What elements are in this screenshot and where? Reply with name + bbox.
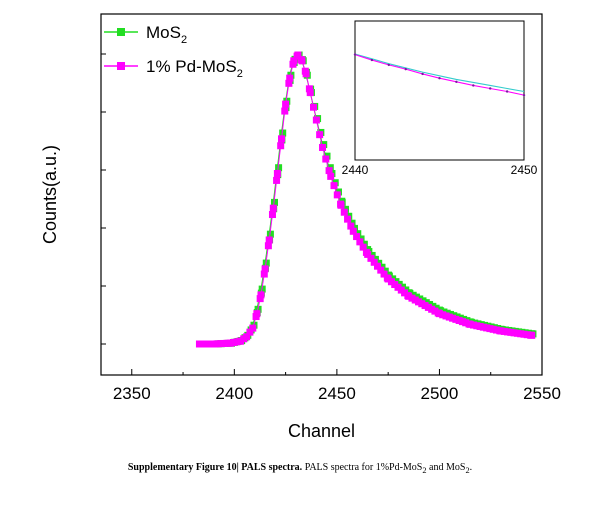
data-point bbox=[277, 142, 285, 150]
data-point bbox=[377, 266, 385, 274]
data-point bbox=[306, 89, 314, 97]
inset-x-tick-label: 2440 bbox=[342, 163, 369, 177]
data-point bbox=[264, 242, 272, 250]
data-point bbox=[347, 222, 355, 230]
inset-data-point bbox=[387, 63, 390, 67]
data-point bbox=[349, 227, 357, 235]
inset-data-point bbox=[505, 90, 509, 93]
data-point bbox=[340, 208, 348, 216]
caption-text-before: PALS spectra for 1%Pd-MoS bbox=[302, 462, 423, 473]
x-tick-label: 2450 bbox=[318, 384, 356, 403]
data-point bbox=[302, 70, 310, 78]
legend-label-base: 1% Pd-MoS bbox=[146, 57, 237, 76]
caption-text-middle: and MoS bbox=[426, 462, 466, 473]
data-point bbox=[273, 176, 281, 184]
data-point bbox=[265, 236, 273, 244]
data-point bbox=[275, 164, 283, 172]
inset-data-point bbox=[370, 58, 374, 62]
data-point bbox=[294, 51, 302, 59]
data-point bbox=[319, 143, 327, 151]
data-point bbox=[316, 131, 324, 139]
caption-text-end: . bbox=[469, 462, 473, 473]
inset-plot: 2440 2450 bbox=[342, 20, 538, 177]
data-point bbox=[268, 211, 276, 219]
data-point bbox=[256, 295, 264, 303]
data-point bbox=[356, 238, 364, 246]
data-point bbox=[344, 215, 352, 223]
inset-data-point bbox=[404, 67, 407, 71]
inset-data-point bbox=[455, 80, 458, 84]
x-axis-label: Channel bbox=[288, 421, 355, 441]
legend-marker bbox=[117, 62, 125, 70]
data-point bbox=[273, 169, 281, 177]
y-axis-label: Counts(a.u.) bbox=[40, 145, 60, 244]
x-tick-label: 2500 bbox=[421, 384, 459, 403]
data-point bbox=[353, 233, 361, 241]
data-point bbox=[279, 129, 287, 137]
data-point bbox=[286, 74, 294, 82]
data-point bbox=[333, 191, 341, 199]
data-point bbox=[380, 270, 388, 278]
data-point bbox=[298, 57, 306, 65]
data-point bbox=[337, 201, 345, 209]
legend-label: 1% Pd-MoS2 bbox=[146, 57, 243, 80]
legend-label-sub: 2 bbox=[237, 68, 243, 80]
data-point bbox=[257, 291, 265, 299]
inset-frame bbox=[354, 20, 525, 161]
data-point bbox=[367, 254, 375, 262]
caption-sub-1: 2 bbox=[422, 466, 427, 475]
data-point bbox=[364, 250, 372, 258]
inset-x-tick-label: 2450 bbox=[511, 163, 538, 177]
data-point bbox=[312, 116, 320, 124]
x-tick-label: 2550 bbox=[523, 384, 561, 403]
inset-data-point bbox=[472, 84, 475, 87]
data-point bbox=[243, 333, 251, 341]
data-point bbox=[285, 79, 293, 87]
data-point bbox=[269, 204, 277, 212]
legend-label-base: MoS bbox=[146, 23, 181, 42]
x-tick-label: 2400 bbox=[215, 384, 253, 403]
inset-data-point bbox=[353, 53, 357, 56]
data-point bbox=[327, 172, 335, 180]
data-point bbox=[322, 155, 330, 163]
inset-data-point bbox=[421, 72, 424, 76]
data-point bbox=[310, 103, 318, 111]
caption-sub-2: 2 bbox=[465, 466, 470, 475]
data-point bbox=[373, 262, 381, 270]
data-point bbox=[370, 258, 378, 266]
inset-series-line bbox=[354, 53, 525, 93]
data-point bbox=[253, 310, 261, 318]
data-point bbox=[281, 107, 289, 115]
data-point bbox=[305, 85, 313, 93]
data-point bbox=[325, 167, 333, 175]
data-point bbox=[359, 243, 367, 251]
data-point bbox=[261, 265, 269, 273]
figure-caption: Supplementary Figure 10| PALS spectra. P… bbox=[0, 462, 600, 475]
legend-label: MoS2 bbox=[146, 23, 187, 46]
inset-data-point bbox=[489, 87, 492, 90]
series-pd-mos2 bbox=[195, 51, 536, 348]
data-point bbox=[246, 328, 254, 336]
legend-label-sub: 2 bbox=[181, 34, 187, 46]
caption-label: Supplementary Figure 10| PALS spectra. bbox=[127, 462, 303, 473]
data-point bbox=[260, 270, 268, 278]
inset-data-point bbox=[522, 93, 526, 97]
plot-frame bbox=[100, 13, 543, 376]
data-point bbox=[290, 57, 298, 65]
pals-spectra-chart: 2350 2400 2450 2500 2550 Channel Counts(a.u.) M… bbox=[40, 13, 561, 441]
inset-data-point bbox=[438, 77, 441, 80]
x-tick-label: 2350 bbox=[113, 384, 151, 403]
data-point bbox=[249, 324, 257, 332]
data-point bbox=[270, 198, 278, 206]
data-point bbox=[528, 331, 536, 339]
legend-marker bbox=[117, 28, 125, 36]
data-point bbox=[330, 182, 338, 190]
data-point bbox=[282, 100, 290, 108]
data-point bbox=[278, 135, 286, 143]
